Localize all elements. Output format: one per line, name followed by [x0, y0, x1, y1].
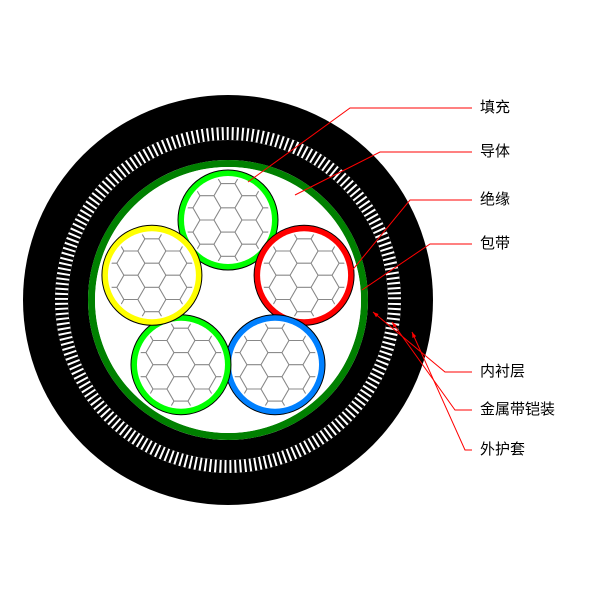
callout-label: 填充 — [480, 99, 510, 116]
callout-label: 包带 — [480, 235, 510, 252]
cable-cross-section-diagram: 填充导体绝缘包带内衬层金属带铠装外护套 — [0, 0, 600, 600]
callout-label: 绝缘 — [480, 191, 510, 208]
callout-label: 外护套 — [480, 441, 525, 458]
callout-label: 内衬层 — [480, 363, 525, 380]
callout-outer_sheath: 外护套 — [412, 332, 525, 458]
callout-label: 金属带铠装 — [480, 401, 555, 418]
callout-label: 导体 — [480, 143, 510, 160]
